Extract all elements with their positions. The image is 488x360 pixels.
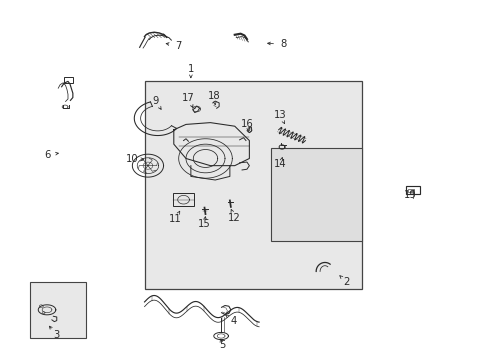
Text: 7: 7 xyxy=(175,41,182,50)
Bar xyxy=(64,77,73,83)
Bar xyxy=(406,186,419,194)
Text: 1: 1 xyxy=(187,64,194,74)
Text: 2: 2 xyxy=(343,277,349,287)
Text: 8: 8 xyxy=(280,40,286,49)
Text: 3: 3 xyxy=(54,330,60,340)
Bar xyxy=(172,193,194,206)
Bar xyxy=(407,189,413,192)
Bar xyxy=(30,282,86,338)
Text: 16: 16 xyxy=(240,120,253,129)
Text: 6: 6 xyxy=(44,150,50,160)
Text: 5: 5 xyxy=(219,340,225,350)
Text: 13: 13 xyxy=(274,111,286,121)
Text: 15: 15 xyxy=(198,219,210,229)
Text: 9: 9 xyxy=(152,96,159,106)
Text: 14: 14 xyxy=(274,159,286,169)
Text: 4: 4 xyxy=(230,316,236,325)
Text: 18: 18 xyxy=(207,91,220,102)
Text: 19: 19 xyxy=(403,190,416,200)
Text: 11: 11 xyxy=(168,215,181,224)
Bar xyxy=(144,81,361,289)
Text: 10: 10 xyxy=(126,154,139,164)
Bar xyxy=(271,148,361,241)
Text: 12: 12 xyxy=(228,213,241,222)
Text: 17: 17 xyxy=(182,93,194,103)
